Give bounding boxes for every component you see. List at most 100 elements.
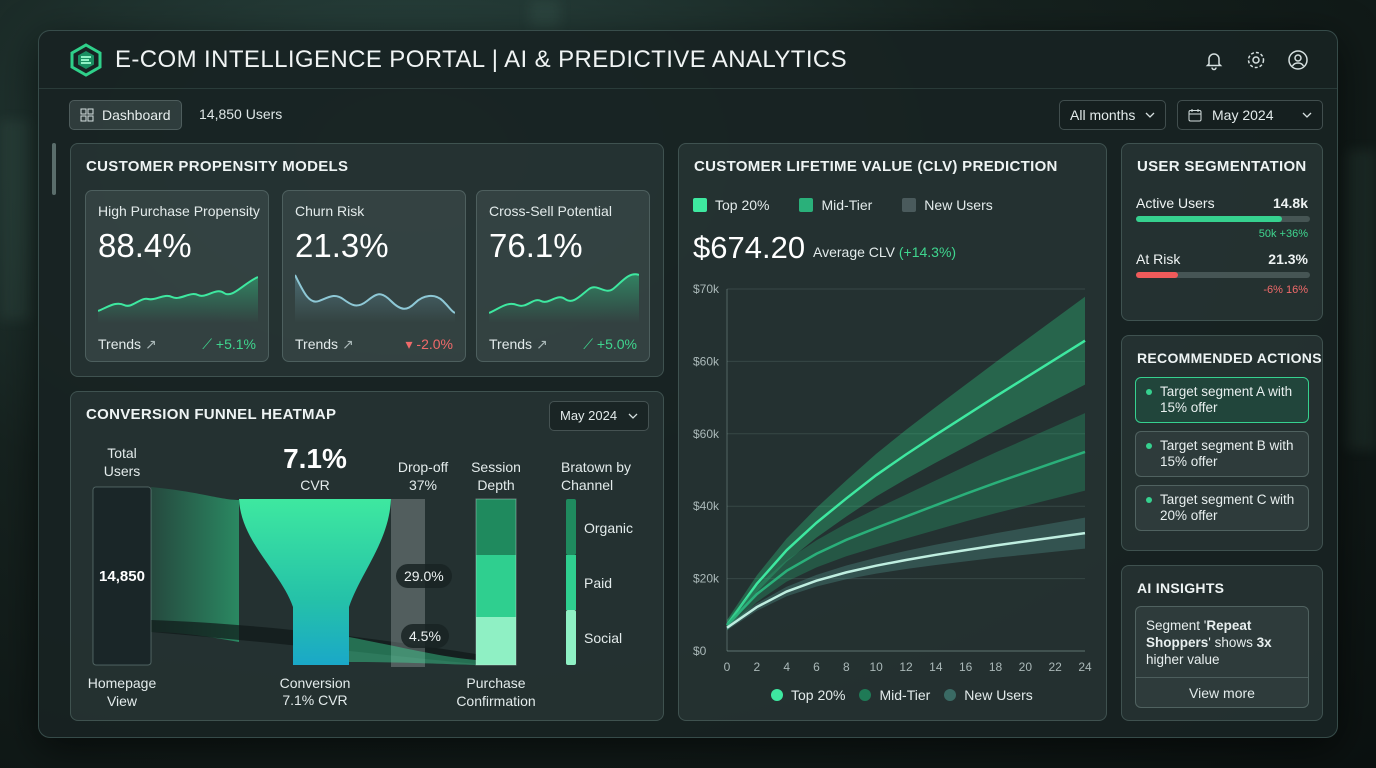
kpi-trends-link[interactable]: Trends ↗ <box>489 336 548 353</box>
kpi-card-churn[interactable]: Churn Risk 21.3% Trends ↗ ▾ -2.0% <box>282 190 466 362</box>
kpi-label: Churn Risk <box>295 203 365 219</box>
sparkline <box>98 276 258 323</box>
funnel-date-select[interactable]: May 2024 <box>549 401 649 431</box>
legend-swatch <box>902 198 917 212</box>
x-tick-label: 16 <box>959 660 973 674</box>
gear-icon[interactable] <box>1245 49 1267 71</box>
app-window: E-COM INTELLIGENCE PORTAL | AI & PREDICT… <box>38 30 1338 738</box>
trends-label: Trends <box>98 336 142 352</box>
insight-highlight: 3x <box>1256 635 1272 650</box>
cvr-label: CVR <box>300 477 330 493</box>
arrow-up-right-icon: ↗ <box>341 336 354 352</box>
dashboard-button[interactable]: Dashboard <box>69 100 182 130</box>
seg-label-risk: At Risk <box>1136 251 1181 267</box>
x-tick-label: 14 <box>929 660 943 674</box>
legend-item-top[interactable]: Top 20% <box>771 687 845 703</box>
segmentation-title: USER SEGMENTATION <box>1137 158 1307 175</box>
clv-panel: CUSTOMER LIFETIME VALUE (CLV) PREDICTION… <box>678 143 1107 721</box>
dropoff-value: 37% <box>408 477 438 493</box>
total-users-value: 14,850 <box>99 568 145 585</box>
date-select[interactable]: May 2024 <box>1177 100 1323 130</box>
insights-panel: AI INSIGHTS Segment 'Repeat Shoppers' sh… <box>1121 565 1323 721</box>
legend-label: New Users <box>924 197 993 213</box>
purchase-label: Purchase Confirmation <box>456 675 536 709</box>
x-tick-label: 18 <box>989 660 1003 674</box>
calendar-icon <box>1188 109 1202 122</box>
x-tick-label: 22 <box>1048 660 1062 674</box>
x-tick-label: 24 <box>1078 660 1092 674</box>
y-tick-label: $0 <box>693 644 707 658</box>
sparkline <box>489 273 639 323</box>
sub-bar: Dashboard 14,850 Users All months May 20… <box>69 99 1323 131</box>
seg-note-risk: -6% 16% <box>1263 284 1308 296</box>
confidence-band <box>727 413 1085 631</box>
user-icon[interactable] <box>1287 49 1309 71</box>
logo-icon <box>70 43 102 77</box>
kpi-trends-link[interactable]: Trends ↗ <box>295 336 354 353</box>
arrow-up-right-icon: ↗ <box>144 336 157 352</box>
action-item[interactable]: Target segment A with 15% offer <box>1135 377 1309 423</box>
confidence-band <box>727 296 1085 631</box>
legend-label: Top 20% <box>791 687 846 703</box>
legend-item-new[interactable]: New Users <box>944 687 1033 703</box>
funnel-graphic <box>92 486 576 667</box>
session-depth-label: Session Depth <box>471 459 521 493</box>
x-tick-label: 2 <box>753 660 760 674</box>
legend-item-mid[interactable]: Mid-Tier <box>799 197 872 213</box>
action-item[interactable]: Target segment B with 15% offer <box>1135 431 1309 477</box>
legend-item-top[interactable]: Top 20% <box>693 197 769 213</box>
insight-highlight: Repeat Shoppers <box>1146 618 1252 650</box>
dropoff-pill: 29.0% <box>396 564 452 588</box>
x-tick-label: 8 <box>843 660 850 674</box>
legend-swatch <box>799 198 814 212</box>
clv-average-text: Average CLV <box>813 244 895 260</box>
kpi-delta: ⟋ +5.0% <box>583 336 637 353</box>
trend-up-icon: ⟋ <box>583 336 594 352</box>
seg-bar-fill <box>1136 272 1178 278</box>
seg-value-risk: 21.3% <box>1268 251 1308 267</box>
seg-bar-fill <box>1136 216 1283 222</box>
legend-item-mid[interactable]: Mid-Tier <box>859 687 930 703</box>
seg-value-active: 14.8k <box>1272 195 1308 211</box>
date-select-value: May 2024 <box>1212 107 1274 123</box>
clv-average-value: $674.20 <box>693 230 806 265</box>
clv-title: CUSTOMER LIFETIME VALUE (CLV) PREDICTION <box>694 158 1058 175</box>
propensity-title: CUSTOMER PROPENSITY MODELS <box>86 158 349 175</box>
y-tick-label: $60k <box>693 427 720 441</box>
channel-paid: Paid <box>584 575 613 591</box>
series-line <box>725 339 1086 626</box>
seg-label-active: Active Users <box>1136 195 1215 211</box>
y-tick-label: $60k <box>693 354 720 368</box>
channel-social: Social <box>584 630 623 646</box>
action-item[interactable]: Target segment C with 20% offer <box>1135 485 1309 531</box>
kpi-value: 76.1% <box>489 227 583 264</box>
legend-dot <box>771 689 783 701</box>
channel-organic: Organic <box>584 520 634 536</box>
kpi-card-purchase[interactable]: High Purchase Propensity 88.4% Trends ↗ … <box>85 190 269 362</box>
segmentation-panel: USER SEGMENTATION Active Users 14.8k 50k… <box>1121 143 1323 321</box>
kpi-delta-value: +5.0% <box>596 336 637 352</box>
insight-card: Segment 'Repeat Shoppers' shows 3x highe… <box>1135 606 1309 708</box>
bullet-icon <box>1146 497 1152 503</box>
action-text: Target segment A with 15% offer <box>1160 384 1293 415</box>
kpi-trends-link[interactable]: Trends ↗ <box>98 336 157 353</box>
top-bar: E-COM INTELLIGENCE PORTAL | AI & PREDICT… <box>39 31 1337 89</box>
kpi-card-crosssell[interactable]: Cross-Sell Potential 76.1% Trends ↗ ⟋ +5… <box>476 190 650 362</box>
bell-icon[interactable] <box>1203 49 1225 71</box>
months-select[interactable]: All months <box>1059 100 1166 130</box>
kpi-delta: ⟋ +5.1% <box>202 336 256 353</box>
insight-text: Segment 'Repeat Shoppers' shows 3x highe… <box>1146 617 1302 668</box>
scroll-indicator[interactable] <box>52 143 56 195</box>
trend-up-icon: ⟋ <box>202 336 213 352</box>
users-count: 14,850 Users <box>199 106 283 122</box>
channel-title: Bratown by Channel <box>561 459 632 493</box>
insight-part: ' shows <box>1208 635 1257 650</box>
view-more-button[interactable]: View more <box>1136 677 1308 707</box>
seg-bar-risk <box>1136 272 1310 278</box>
legend-dot <box>944 689 957 701</box>
legend-label: New Users <box>964 687 1033 703</box>
sparkline <box>295 274 455 323</box>
kpi-delta-value: +5.1% <box>215 336 256 352</box>
legend-item-new[interactable]: New Users <box>902 197 993 213</box>
